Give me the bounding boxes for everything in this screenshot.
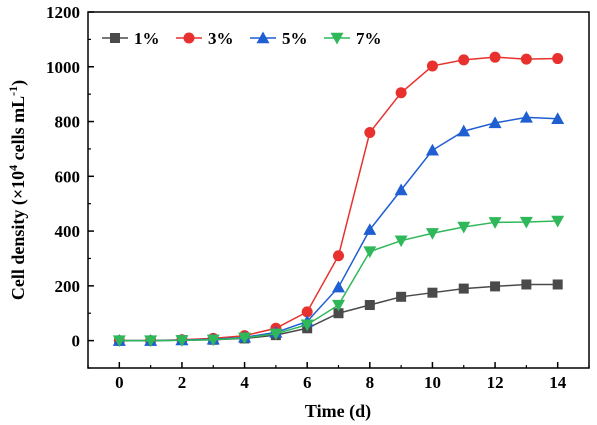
data-point: [333, 308, 344, 319]
data-point: [551, 215, 565, 228]
legend-item: 1%: [102, 29, 160, 48]
data-point: [519, 216, 533, 229]
data-point: [332, 299, 345, 312]
data-point: [551, 112, 565, 124]
data-point: [206, 334, 220, 347]
data-point: [457, 221, 471, 234]
data-point: [552, 279, 563, 290]
data-point: [144, 335, 158, 348]
x-tick-label: 4: [240, 373, 249, 392]
data-point: [238, 332, 252, 345]
data-point: [426, 60, 438, 72]
data-point: [457, 124, 471, 137]
data-point: [458, 54, 470, 66]
y-axis-title-prefix: Cell density (×10: [8, 171, 29, 300]
data-point: [425, 228, 439, 240]
y-axis: 0 200 400 600 800 1000 1200: [46, 3, 94, 369]
x-tick-label: 12: [487, 373, 504, 392]
data-point: [394, 235, 408, 248]
legend-marker: [183, 32, 195, 44]
data-point: [364, 300, 375, 311]
data-point: [488, 217, 502, 229]
data-point: [333, 250, 344, 262]
data-point: [520, 53, 532, 65]
y-axis-title: Cell density (×104 cells mL-1): [6, 80, 29, 300]
data-point: [489, 51, 501, 63]
legend: 1% 3% 5% 7%: [102, 29, 382, 48]
legend-marker: [110, 33, 120, 43]
x-axis: 0 2 4 6 8 10 12 14: [87, 362, 590, 392]
y-tick-label: 1000: [46, 58, 80, 77]
y-tick-label: 1200: [46, 3, 80, 22]
y-tick-label: 600: [55, 167, 81, 186]
x-tick-label: 6: [303, 373, 312, 392]
data-point: [395, 87, 407, 99]
x-tick-label: 0: [115, 373, 124, 392]
data-point: [300, 319, 314, 332]
y-tick-label: 0: [72, 332, 81, 351]
data-point: [364, 126, 376, 138]
legend-label: 5%: [282, 29, 308, 48]
legend-marker: [256, 31, 270, 44]
x-tick-label: 8: [366, 373, 375, 392]
x-axis-title: Time (d): [305, 401, 371, 422]
data-point: [394, 183, 408, 196]
data-point: [363, 223, 377, 235]
y-axis-title-exp2: -1: [6, 86, 20, 96]
legend-item: 7%: [324, 29, 382, 48]
data-point: [269, 328, 283, 341]
y-tick-label: 800: [55, 113, 81, 132]
data-point: [396, 291, 407, 302]
data-point: [427, 287, 438, 298]
legend-marker: [330, 32, 344, 45]
series-3: [112, 215, 565, 348]
data-point: [488, 116, 502, 129]
legend-label: 7%: [356, 29, 382, 48]
series-line: [119, 56, 558, 342]
series-layer: [112, 51, 565, 348]
data-point: [425, 143, 439, 156]
y-axis-title-suffix: ): [8, 80, 29, 86]
data-point: [363, 246, 377, 259]
data-point: [519, 110, 533, 123]
data-point: [301, 306, 313, 318]
data-point: [458, 283, 469, 294]
y-tick-label: 200: [55, 277, 81, 296]
y-tick-label: 400: [55, 222, 81, 241]
x-tick-label: 2: [178, 373, 187, 392]
x-tick-label: 14: [549, 373, 567, 392]
y-axis-title-exp1: 4: [6, 165, 20, 171]
data-point: [112, 335, 126, 348]
data-point: [521, 279, 532, 290]
data-point: [332, 280, 345, 293]
x-tick-label: 10: [424, 373, 441, 392]
legend-label: 1%: [134, 29, 160, 48]
legend-item: 3%: [176, 29, 234, 48]
legend-item: 5%: [250, 29, 308, 48]
data-point: [552, 53, 564, 65]
legend-label: 3%: [208, 29, 234, 48]
data-point: [175, 335, 189, 347]
y-axis-title-middle: cells mL: [8, 96, 28, 165]
data-point: [490, 281, 501, 292]
